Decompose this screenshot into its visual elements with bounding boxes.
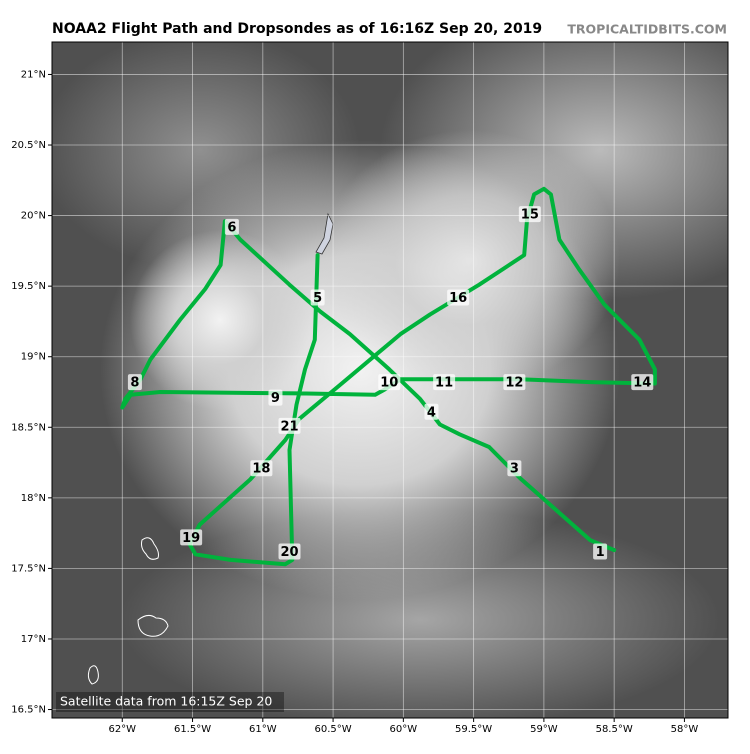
dropsonde-marker [447,289,470,306]
dropsonde-label: 9 [271,391,280,406]
y-tick-label: 20.5°N [11,140,46,151]
site-credit: TROPICALTIDBITS.COM [567,22,727,37]
y-tick-label: 17°N [21,634,46,645]
x-tick-label: 59°W [530,724,558,735]
dropsonde-label: 1 [596,545,605,560]
dropsonde-label: 19 [182,531,200,546]
x-tick-label: 59.5°W [455,724,492,735]
dropsondes: 1 3 4 5 6 8 9 10 11 12 14 15 16 18 19 20 21 [127,206,654,560]
credit-box [56,692,284,712]
dropsonde-label: 5 [313,291,322,306]
dropsonde-marker [127,374,142,391]
dropsonde-marker [593,543,608,560]
x-tick-label: 61.5°W [174,724,211,735]
island [87,665,99,685]
dropsonde-marker [278,543,301,560]
dropsonde-label: 10 [380,376,398,391]
x-tick-label: 62°W [108,724,136,735]
dropsonde-marker [224,218,239,235]
satellite-image [52,42,728,718]
dropsonde-label: 16 [449,291,467,306]
y-tick-label: 21°N [21,69,46,80]
y-tick-label: 18.5°N [11,422,46,433]
map-title: NOAA2 Flight Path and Dropsondes as of 1… [52,21,542,37]
dropsonde-marker [631,374,654,391]
dropsonde-marker [180,529,203,546]
dropsonde-label: 21 [280,419,298,434]
dropsonde-marker [250,460,273,477]
satellite-credit: Satellite data from 16:15Z Sep 20 [60,694,272,709]
y-tick-label: 18°N [21,493,46,504]
dropsonde-label: 15 [521,208,539,223]
dropsonde-marker [378,374,401,391]
dropsonde-marker [278,417,301,434]
dropsonde-marker [518,206,541,223]
dropsonde-marker [433,374,456,391]
island [141,537,159,560]
dropsonde-marker [507,460,522,477]
y-tick-label: 17.5°N [11,563,46,574]
x-tick-label: 60°W [390,724,418,735]
dropsonde-label: 8 [130,376,139,391]
dropsonde-label: 14 [633,376,651,391]
dropsonde-marker [310,289,325,306]
x-tick-label: 58.5°W [596,724,633,735]
dropsonde-label: 3 [510,462,519,477]
y-tick-label: 19°N [21,352,46,363]
dropsonde-marker [503,374,526,391]
y-tick-label: 16.5°N [11,705,46,716]
island [137,614,169,637]
x-tick-label: 61°W [249,724,277,735]
x-tick-label: 60.5°W [315,724,352,735]
dropsonde-label: 20 [280,545,298,560]
dropsonde-label: 4 [427,405,436,420]
plot-frame [51,41,729,719]
y-tick-label: 19.5°N [11,281,46,292]
dropsonde-label: 18 [252,462,270,477]
dropsonde-marker [268,389,283,406]
dropsonde-marker [424,403,439,420]
x-tick-label: 58°W [671,724,699,735]
y-tick-label: 20°N [21,211,46,222]
dropsonde-label: 11 [435,376,453,391]
dropsonde-label: 12 [505,376,523,391]
dropsonde-label: 6 [227,220,236,235]
